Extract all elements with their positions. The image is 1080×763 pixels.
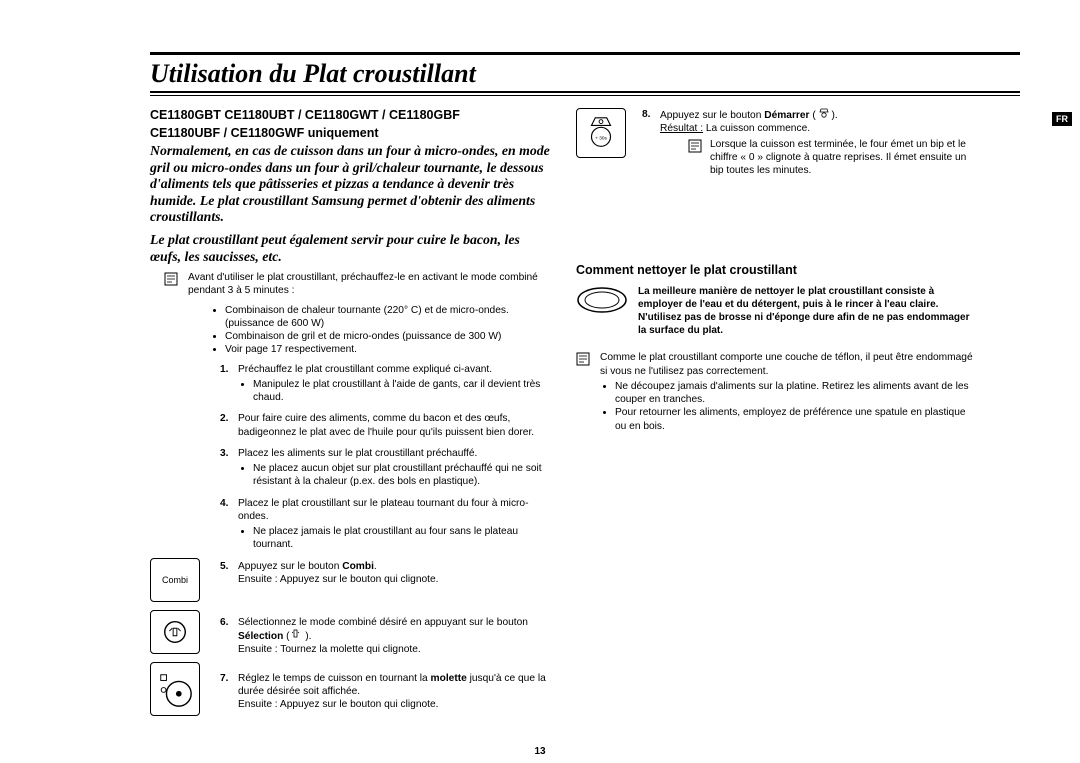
right-column: + 30s 8. Appuyez sur le bouton Démarrer … (576, 108, 976, 734)
selection-button-icon (150, 610, 200, 654)
molette-button-icon (150, 662, 200, 716)
step-4-bullet: Ne placez jamais le plat croustillant au… (253, 525, 550, 552)
steps-5-7: 5. Appuyez sur le bouton Combi. Ensuite … (220, 560, 550, 726)
cleaning-bullet-2: Pour retourner les aliments, employez de… (615, 406, 976, 433)
note-bullet-2: Combinaison de gril et de micro-ondes (p… (225, 330, 550, 343)
cleaning-row: La meilleure manière de nettoyer le plat… (576, 285, 976, 337)
step-5-b: Combi (342, 561, 374, 572)
title-underline-heavy (150, 91, 1020, 93)
cleaning-note-text: Comme le plat croustillant comporte une … (600, 351, 976, 378)
step-6-b: Sélection (238, 631, 283, 642)
cleaning-bold-text: La meilleure manière de nettoyer le plat… (638, 285, 976, 337)
step-8-b: Démarrer (764, 110, 809, 121)
step-1-text: Préchauffez le plat croustillant comme e… (238, 364, 492, 375)
result-note-icon (688, 139, 702, 153)
step-7-d: Ensuite : Appuyez sur le bouton qui clig… (238, 699, 439, 710)
step-num-3: 3. (220, 447, 238, 489)
step-num-4: 4. (220, 497, 238, 552)
top-rule (150, 52, 1020, 55)
language-tab: FR (1052, 112, 1072, 126)
step-1-bullet: Manipulez le plat croustillant à l'aide … (253, 378, 550, 405)
step-num-8: 8. (642, 108, 660, 136)
note-row: Avant d'utiliser le plat croustillant, p… (164, 271, 550, 298)
start-icon: + 30s (582, 111, 620, 155)
step-num-5: 5. (220, 560, 238, 608)
cleaning-note-row: Comme le plat croustillant comporte une … (576, 351, 976, 433)
note-bullet-1: Combinaison de chaleur tournante (220° C… (225, 304, 550, 331)
intro-paragraph-2: Le plat croustillant peut également serv… (150, 232, 550, 265)
step-7-b: molette (431, 673, 467, 684)
step-num-2: 2. (220, 412, 238, 439)
step-num-6: 6. (220, 616, 238, 664)
intro-paragraph: Normalement, en cas de cuisson dans un f… (150, 143, 550, 226)
plus-30s-label: + 30s (595, 136, 607, 142)
step-6-a: Sélectionnez le mode combiné désiré en a… (238, 617, 528, 628)
model-line-1: CE1180GBT CE1180UBT / CE1180GWT / CE1180… (150, 108, 550, 124)
title-underline-thin (150, 95, 1020, 96)
side-icons: Combi (150, 558, 208, 724)
result-label: Résultat : (660, 123, 703, 134)
model-line-2: CE1180UBF / CE1180GWF uniquement (150, 126, 550, 142)
selection-dial-icon (161, 618, 189, 646)
start-button-icon: + 30s (576, 108, 626, 158)
start-inline-icon (819, 108, 829, 118)
combi-button-icon: Combi (150, 558, 200, 602)
step-8-bullet: Lorsque la cuisson est terminée, le four… (710, 138, 976, 178)
step-8-a: Appuyez sur le bouton (660, 110, 764, 121)
note-icon (164, 272, 178, 286)
left-column: CE1180GBT CE1180UBT / CE1180GWT / CE1180… (150, 108, 550, 734)
step-4-text: Placez le plat croustillant sur le plate… (238, 498, 529, 522)
plate-oval-icon (576, 285, 628, 315)
result-text: La cuisson commence. (703, 123, 810, 134)
page-title: Utilisation du Plat croustillant (150, 59, 1020, 89)
step-num-1: 1. (220, 363, 238, 405)
note-bullet-3: Voir page 17 respectivement. (225, 343, 550, 356)
note-bullets: Combinaison de chaleur tournante (220° C… (210, 304, 550, 357)
combi-label: Combi (162, 575, 188, 585)
step-num-7: 7. (220, 672, 238, 726)
step-8-row: + 30s 8. Appuyez sur le bouton Démarrer … (576, 108, 976, 177)
note-text: Avant d'utiliser le plat croustillant, p… (188, 271, 550, 298)
select-inline-icon (292, 629, 302, 639)
page-number: 13 (534, 746, 545, 757)
step-3-text: Placez les aliments sur le plat croustil… (238, 448, 477, 459)
step-7-a: Réglez le temps de cuisson en tournant l… (238, 673, 431, 684)
cleaning-heading: Comment nettoyer le plat croustillant (576, 263, 976, 277)
cleaning-note-icon (576, 352, 590, 366)
steps-list: 1. Préchauffez le plat croustillant comm… (220, 363, 550, 552)
dial-icon (156, 666, 194, 712)
step-2-text: Pour faire cuire des aliments, comme du … (238, 412, 550, 439)
step-3-bullet: Ne placez aucun objet sur plat croustill… (253, 462, 550, 489)
step-5-a: Appuyez sur le bouton (238, 561, 342, 572)
step-6-c: Ensuite : Tournez la molette qui clignot… (238, 644, 421, 655)
cleaning-bullet-1: Ne découpez jamais d'aliments sur la pla… (615, 380, 976, 407)
step-5-c: Ensuite : Appuyez sur le bouton qui clig… (238, 574, 439, 585)
